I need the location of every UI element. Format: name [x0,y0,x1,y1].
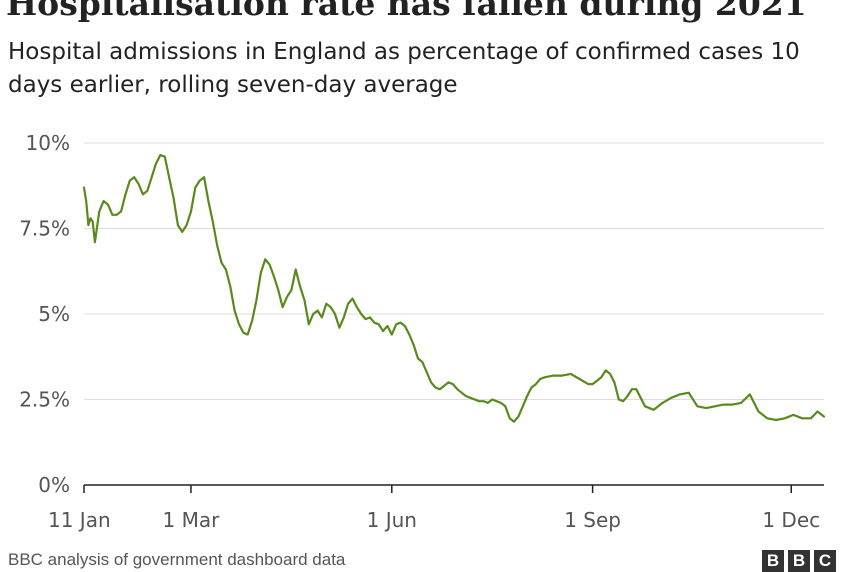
source-note: BBC analysis of government dashboard dat… [8,550,346,569]
y-tick-label: 2.5% [19,388,70,412]
series-layer [82,153,826,423]
x-tick-label: 1 Sep [564,508,621,532]
chart-title: Hospitalisation rate has fallen during 2… [6,0,807,23]
y-tick-label: 7.5% [19,217,70,241]
y-axis-tick-labels: 0% 2.5% 5% 7.5% 10% [19,131,70,497]
x-tick-label: 1 Dec [762,508,820,532]
bbc-logo-block-2: B [788,550,810,572]
gridlines [84,142,824,400]
bbc-logo-block-1: B [762,550,784,572]
y-tick-label: 5% [38,302,70,326]
chart-subtitle: Hospital admissions in England as percen… [8,39,800,98]
bbc-logo: B B C [762,550,836,572]
x-tick-label: 1 Mar [163,508,221,532]
y-tick-label: 0% [38,473,70,497]
y-tick-label: 10% [26,131,70,155]
x-tick-label: 1 Jun [367,508,417,532]
series-line [82,153,826,423]
x-tick-label: 11 Jan [48,508,111,532]
bbc-logo-block-3: C [814,550,836,572]
line-chart: 0% 2.5% 5% 7.5% 10% 11 Jan 1 Mar 1 Jun 1 Sep 1 D… [19,131,826,532]
x-axis: 11 Jan 1 Mar 1 Jun 1 Sep 1 Dec [48,484,824,532]
